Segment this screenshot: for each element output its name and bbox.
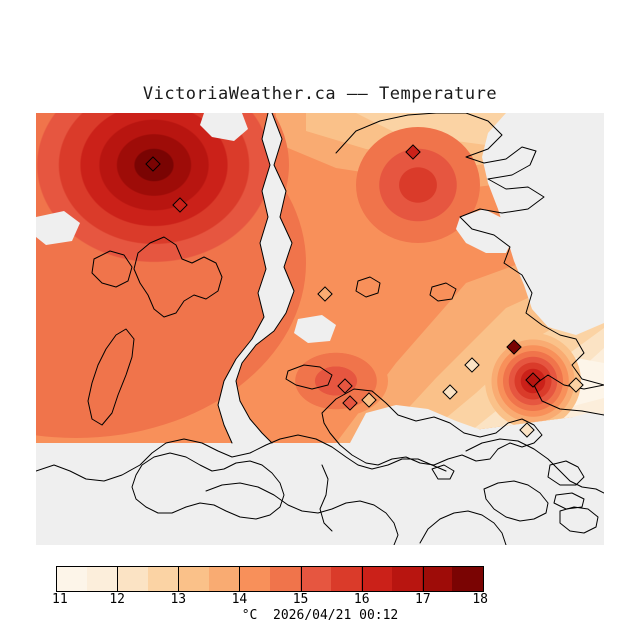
diamond-station-icon[interactable]: [464, 357, 480, 373]
diamond-station-icon[interactable]: [519, 422, 535, 438]
temperature-contour-map[interactable]: [36, 113, 604, 545]
diamond-station-icon[interactable]: [525, 372, 541, 388]
gray-inlet-west: [36, 211, 80, 245]
diamond-station-icon[interactable]: [172, 197, 188, 213]
coastline-lower-north: [36, 434, 447, 482]
colorbar-label-18: 18: [472, 592, 488, 607]
coastline-west-strait: [235, 113, 295, 444]
colorbar-label-14: 14: [231, 592, 248, 607]
diamond-station-icon[interactable]: [442, 384, 458, 400]
gray-inlet-north: [200, 113, 248, 141]
coastline-lower-east-islet: [559, 506, 599, 534]
colorbar-units-label: °C 2026/04/21 00:12: [241, 608, 399, 623]
coastline-nw-narrow-island: [87, 328, 135, 426]
coastline-island-se-a: [431, 464, 455, 480]
colorbar-band-10: [361, 567, 392, 591]
station-marker[interactable]: [172, 197, 188, 213]
coastline-island-se-c: [553, 492, 585, 510]
diamond-station-icon[interactable]: [342, 395, 358, 411]
colorbar-band-8: [300, 567, 331, 591]
colorbar-band-13: [452, 567, 483, 591]
colorbar-label-15: 15: [292, 592, 309, 607]
diamond-station-icon[interactable]: [568, 377, 584, 393]
coastline-southeast-peninsula: [321, 388, 543, 466]
colorbar-label-16: 16: [353, 592, 370, 607]
coastline-west-strait-outer: [217, 113, 271, 444]
diamond-station-icon[interactable]: [317, 286, 333, 302]
station-marker[interactable]: [337, 378, 353, 394]
colorbar-band-0: [57, 567, 88, 591]
colorbar-tick-labels: 11 12 13 14 15 16 17 18: [52, 592, 488, 608]
station-marker[interactable]: [361, 392, 377, 408]
diamond-station-icon[interactable]: [361, 392, 377, 408]
diamond-station-icon[interactable]: [145, 156, 161, 172]
diamond-station-icon[interactable]: [405, 144, 421, 160]
colorbar-label-17: 17: [415, 592, 431, 607]
gray-east-notch: [456, 209, 514, 253]
station-marker[interactable]: [506, 339, 522, 355]
coastline-lower-east: [465, 438, 604, 494]
coastline-island-se-b: [547, 460, 585, 486]
coastline-nw-island: [133, 236, 223, 318]
station-marker[interactable]: [342, 395, 358, 411]
colorbar-band-5: [209, 567, 240, 591]
station-marker[interactable]: [464, 357, 480, 373]
coastline-lower-south: [205, 482, 399, 545]
station-marker[interactable]: [145, 156, 161, 172]
gray-inlet-central: [294, 315, 336, 343]
colorbar: [56, 566, 484, 592]
colorbar-band-7: [269, 567, 301, 591]
coastline-lower-inlet: [319, 464, 333, 532]
coastline-island-sw: [285, 364, 333, 390]
station-marker[interactable]: [519, 422, 535, 438]
colorbar-band-6: [239, 567, 270, 591]
colorbar-band-2: [117, 567, 149, 591]
land-mask-layer: [36, 113, 604, 545]
colorbar-band-11: [391, 567, 423, 591]
colorbar-band-1: [87, 567, 118, 591]
station-marker[interactable]: [442, 384, 458, 400]
diamond-station-icon[interactable]: [337, 378, 353, 394]
station-marker[interactable]: [317, 286, 333, 302]
coastline-island-central-b: [429, 282, 457, 302]
station-marker[interactable]: [568, 377, 584, 393]
station-marker[interactable]: [525, 372, 541, 388]
station-marker-layer[interactable]: [145, 144, 584, 438]
map-panel[interactable]: [36, 113, 604, 545]
gray-strait-west: [218, 113, 294, 443]
colorbar-gradient: [56, 566, 484, 592]
colorbar-label-11: 11: [52, 592, 68, 607]
gray-northeast-inland: [482, 113, 604, 335]
colorbar-band-12: [422, 567, 453, 591]
coastline-lower-southeast: [419, 510, 507, 545]
coastline-northeast: [335, 113, 604, 386]
colorbar-label-12: 12: [109, 592, 125, 607]
coastline-lower-east-island: [483, 480, 549, 522]
contour-hotspot-northeast: [356, 127, 480, 243]
contour-hotspot-southwest: [284, 345, 388, 417]
colorbar-band-3: [148, 567, 179, 591]
coastline-nw-bay: [91, 250, 133, 288]
colorbar-band-9: [330, 567, 362, 591]
coastline-lower-island: [131, 452, 285, 520]
page-title: VictoriaWeather.ca —— Temperature: [142, 84, 498, 104]
diamond-station-icon[interactable]: [506, 339, 522, 355]
coastline-island-central-a: [355, 276, 381, 298]
colorbar-label-13: 13: [170, 592, 187, 607]
station-marker[interactable]: [405, 144, 421, 160]
colorbar-band-4: [178, 567, 210, 591]
